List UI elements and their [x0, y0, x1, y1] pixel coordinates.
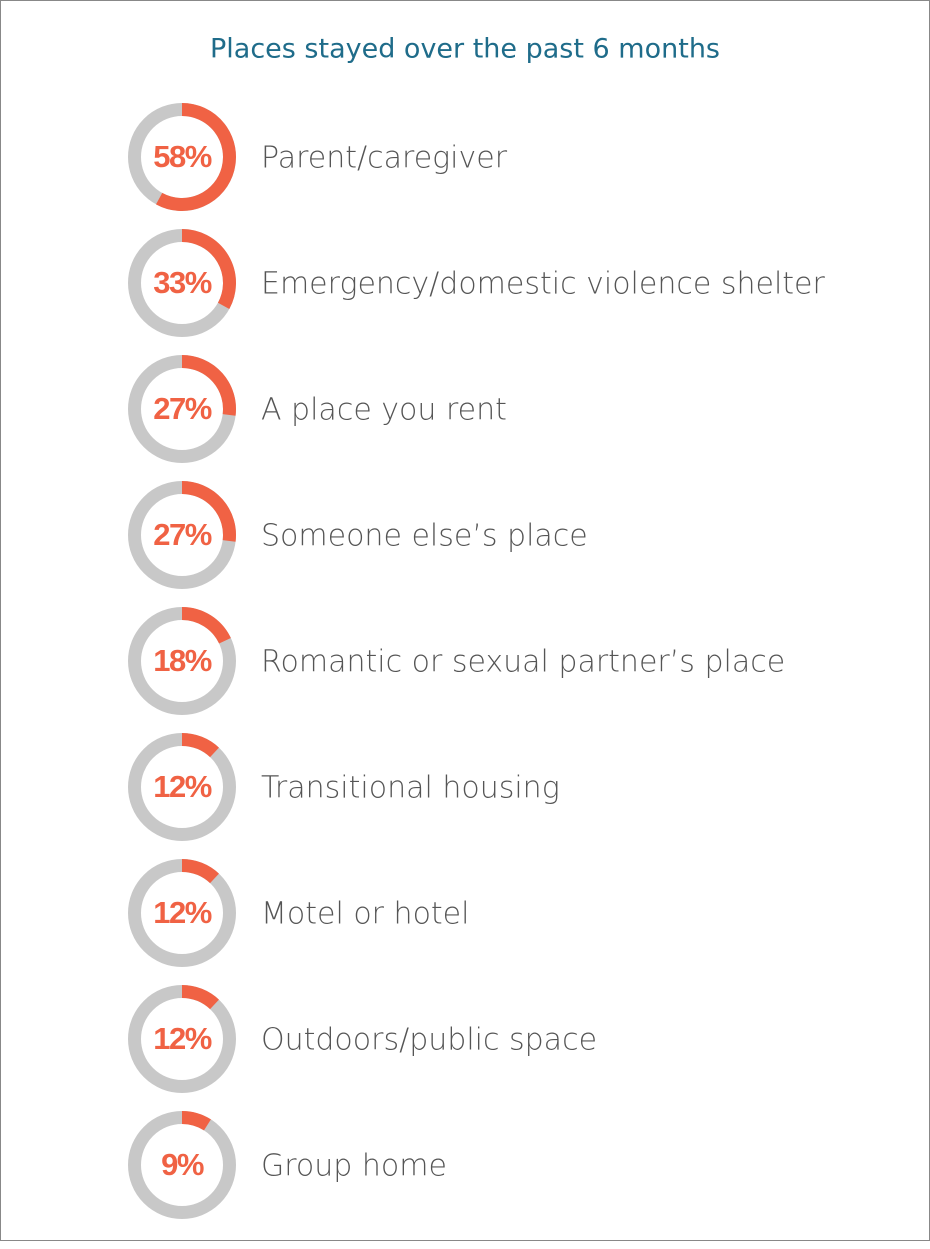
donut-arc — [181, 859, 219, 884]
category-label: Parent/caregiver — [261, 141, 508, 176]
donut-arc — [181, 985, 219, 1010]
donut-arc — [181, 355, 236, 416]
donut-arc — [181, 607, 231, 644]
donut-arc — [181, 481, 236, 542]
value-label: 58% — [153, 139, 211, 174]
value-label: 18% — [153, 643, 211, 678]
category-label: A place you rent — [261, 393, 507, 428]
value-label: 27% — [153, 517, 211, 552]
value-label: 9% — [161, 1147, 204, 1182]
category-label: Outdoors/public space — [261, 1023, 597, 1058]
donut-arc — [181, 1111, 211, 1131]
value-label: 33% — [153, 265, 211, 300]
value-label: 12% — [153, 1021, 211, 1056]
category-label: Emergency/domestic violence shelter — [261, 267, 825, 302]
value-label: 27% — [153, 391, 211, 426]
value-label: 12% — [153, 769, 211, 804]
category-label: Transitional housing — [261, 771, 560, 806]
value-label: 12% — [153, 895, 211, 930]
category-label: Romantic or sexual partner’s place — [261, 645, 785, 680]
category-label: Group home — [261, 1149, 447, 1184]
category-label: Motel or hotel — [261, 897, 469, 932]
donut-arc — [181, 733, 219, 758]
category-label: Someone else’s place — [261, 519, 588, 554]
chart-title: Places stayed over the past 6 months — [210, 34, 720, 65]
donut-arc — [155, 103, 236, 211]
donut-arc — [181, 229, 236, 310]
